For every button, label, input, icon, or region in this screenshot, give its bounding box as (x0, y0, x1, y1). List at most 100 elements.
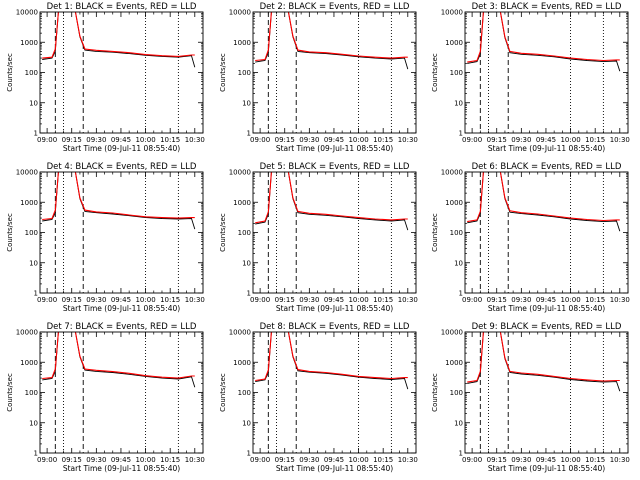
series-line-events (467, 332, 621, 392)
x-tick-label: 10:30 (610, 136, 630, 144)
x-tick-label: 10:15 (585, 136, 605, 144)
y-tick-label: 1 (247, 130, 251, 138)
y-tick-label: 10000 (441, 329, 463, 337)
x-tick-label: 10:30 (398, 296, 418, 304)
panel-title: Det 5: BLACK = Events, RED = LLD (260, 162, 410, 172)
x-tick-label: 09:45 (536, 136, 556, 144)
series-line-lld (467, 172, 620, 223)
x-tick-label: 09:00 (37, 136, 57, 144)
x-tick-label: 09:45 (324, 136, 344, 144)
series-line-lld (42, 172, 195, 221)
x-tick-label: 10:30 (610, 296, 630, 304)
y-tick-label: 10000 (441, 9, 463, 17)
y-tick-label: 100 (25, 389, 38, 397)
y-axis-label: Counts/sec (6, 373, 14, 412)
y-tick-label: 1 (247, 450, 251, 458)
x-axis-label: Start Time (09-Jul-11 08:55:40) (488, 144, 605, 153)
panel-5: 1 10 100 1000 10000 09:00 09:15 09:30 09:45 10:00… (219, 162, 418, 313)
x-axis-label: Start Time (09-Jul-11 08:55:40) (63, 464, 180, 473)
x-tick-label: 10:15 (160, 456, 180, 464)
x-axis-label: Start Time (09-Jul-11 08:55:40) (276, 304, 393, 313)
x-tick-label: 10:15 (373, 456, 393, 464)
series-line-events (255, 332, 409, 390)
plot-area (467, 12, 621, 133)
y-tick-label: 10 (29, 99, 38, 107)
x-axis-label: Start Time (09-Jul-11 08:55:40) (488, 304, 605, 313)
y-tick-label: 10000 (229, 169, 251, 177)
y-axis-label: Counts/sec (431, 53, 439, 92)
x-tick-label: 10:00 (560, 136, 580, 144)
x-tick-label: 10:00 (348, 296, 368, 304)
x-axis-label: Start Time (09-Jul-11 08:55:40) (63, 144, 180, 153)
panel-7: 1 10 100 1000 10000 09:00 09:15 09:30 09:45 10:00… (6, 322, 205, 473)
x-axis-label: Start Time (09-Jul-11 08:55:40) (488, 464, 605, 473)
y-tick-label: 10 (454, 419, 463, 427)
y-tick-label: 100 (238, 229, 251, 237)
series-line-events (42, 12, 196, 68)
y-axis-label: Counts/sec (6, 53, 14, 92)
series-line-lld (42, 12, 195, 59)
series-line-lld (42, 332, 195, 380)
y-tick-label: 1 (459, 130, 463, 138)
x-tick-label: 10:00 (348, 456, 368, 464)
y-tick-label: 10000 (229, 9, 251, 17)
y-tick-label: 10 (454, 99, 463, 107)
y-tick-label: 10000 (16, 329, 38, 337)
x-tick-label: 09:30 (299, 456, 319, 464)
panel-8: 1 10 100 1000 10000 09:00 09:15 09:30 09:45 10:00… (219, 322, 418, 473)
x-tick-label: 09:15 (487, 456, 507, 464)
x-tick-label: 10:15 (160, 136, 180, 144)
plot-frame (464, 11, 629, 134)
panel-3: 1 10 100 1000 10000 09:00 09:15 09:30 09:45 10:00… (431, 2, 630, 153)
y-tick-label: 10000 (441, 169, 463, 177)
x-tick-label: 09:45 (324, 456, 344, 464)
plot-frame (464, 331, 629, 454)
y-axis-label: Counts/sec (431, 373, 439, 412)
y-tick-label: 1000 (233, 39, 251, 47)
series-line-events (255, 12, 409, 70)
y-tick-label: 1 (459, 450, 463, 458)
plot-frame (39, 171, 204, 294)
x-tick-label: 10:15 (585, 456, 605, 464)
y-tick-label: 100 (25, 69, 38, 77)
x-tick-label: 09:30 (511, 136, 531, 144)
panel-1: 1 10 100 1000 10000 09:00 09:15 09:30 09:45 10:00… (6, 2, 205, 153)
y-tick-label: 10 (454, 259, 463, 267)
x-tick-label: 09:45 (111, 136, 131, 144)
x-tick-label: 10:30 (185, 296, 205, 304)
series-line-lld (255, 12, 408, 62)
plot-area (467, 332, 621, 453)
x-tick-label: 09:15 (62, 136, 82, 144)
y-axis-label: Counts/sec (219, 53, 227, 92)
y-tick-label: 10000 (229, 329, 251, 337)
plot-area (42, 332, 196, 453)
x-tick-label: 09:45 (536, 456, 556, 464)
x-tick-label: 10:00 (560, 296, 580, 304)
x-tick-label: 10:30 (398, 456, 418, 464)
y-tick-label: 10 (29, 419, 38, 427)
panel-title: Det 8: BLACK = Events, RED = LLD (260, 322, 410, 332)
x-tick-label: 09:45 (111, 456, 131, 464)
panel-title: Det 9: BLACK = Events, RED = LLD (472, 322, 622, 332)
x-tick-label: 09:15 (487, 296, 507, 304)
y-axis-label: Counts/sec (431, 213, 439, 252)
x-tick-label: 09:15 (275, 456, 295, 464)
plot-area (255, 332, 409, 453)
plot-area (255, 172, 409, 293)
series-line-lld (255, 332, 408, 382)
x-tick-label: 10:00 (560, 456, 580, 464)
x-tick-label: 10:15 (373, 136, 393, 144)
panel-title: Det 3: BLACK = Events, RED = LLD (472, 2, 622, 12)
x-tick-label: 09:00 (250, 136, 270, 144)
x-tick-label: 09:30 (86, 296, 106, 304)
y-tick-label: 1000 (20, 39, 38, 47)
panel-title: Det 7: BLACK = Events, RED = LLD (47, 322, 197, 332)
plot-area (255, 12, 409, 133)
y-tick-label: 100 (450, 389, 463, 397)
plot-area (42, 172, 196, 293)
panel-2: 1 10 100 1000 10000 09:00 09:15 09:30 09:45 10:00… (219, 2, 418, 153)
x-tick-label: 10:00 (135, 136, 155, 144)
x-tick-label: 10:00 (135, 296, 155, 304)
x-tick-label: 09:30 (299, 136, 319, 144)
series-line-events (255, 172, 409, 231)
